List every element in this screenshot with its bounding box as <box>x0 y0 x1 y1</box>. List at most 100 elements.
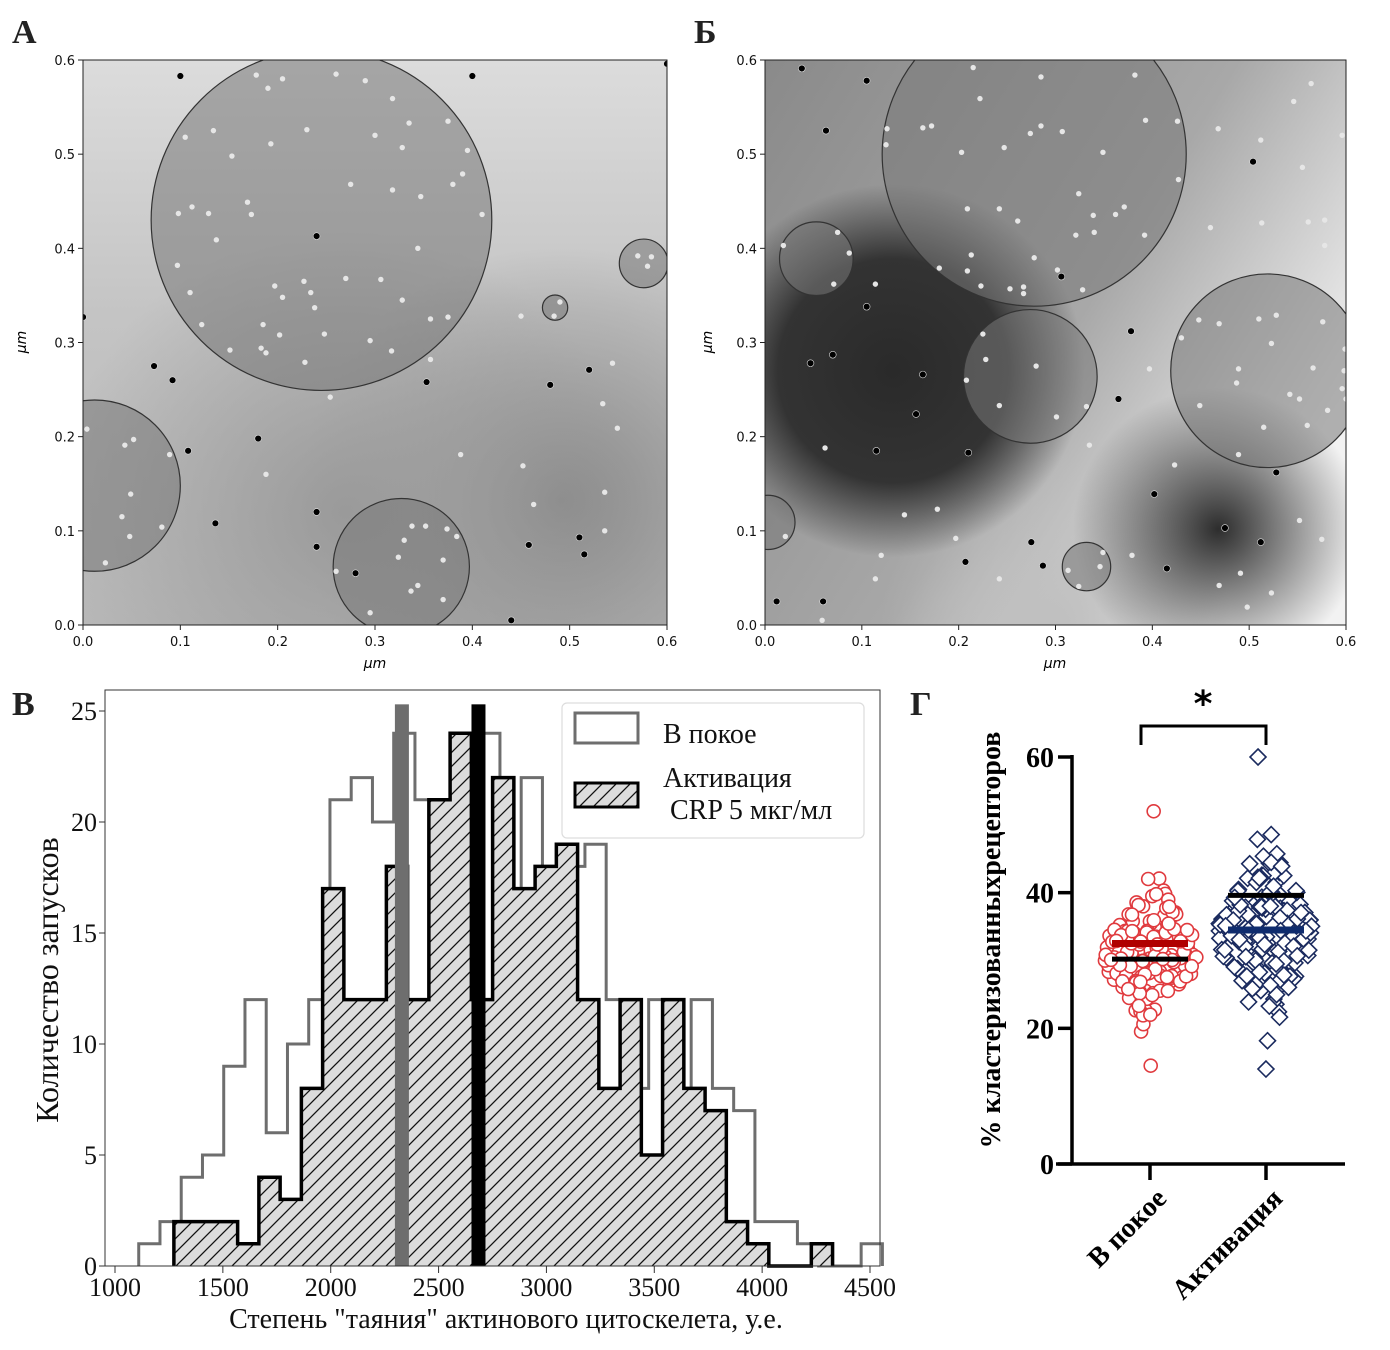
receptor-point <box>265 85 271 91</box>
histogram-bar-rest <box>139 1244 160 1266</box>
receptor-point <box>343 275 349 282</box>
x-tick-label: 0.6 <box>1336 635 1357 650</box>
cluster-circle <box>150 60 493 391</box>
receptor-point <box>260 321 266 328</box>
x-tick-label: 1500 <box>197 1273 249 1302</box>
receptor-point <box>1268 340 1275 347</box>
cluster-circle <box>1061 541 1112 592</box>
receptor-point <box>1142 117 1149 123</box>
receptor-point <box>1235 451 1242 458</box>
receptor-point <box>1216 582 1222 589</box>
receptor-point-dark <box>1163 564 1171 573</box>
receptor-point <box>422 523 429 529</box>
significance-star: * <box>1194 684 1213 725</box>
receptor-point-dark <box>312 508 321 516</box>
histogram-bar-activation <box>641 1155 662 1266</box>
receptor-point-dark <box>168 376 177 384</box>
receptor-point <box>372 132 378 139</box>
y-tick-label: 0 <box>1040 1150 1054 1181</box>
histogram-bar-activation <box>216 1222 237 1266</box>
receptor-point <box>1001 144 1007 151</box>
receptor-point <box>229 153 235 159</box>
receptor-point <box>1296 396 1303 402</box>
receptor-point-dark <box>862 303 871 311</box>
panel-b-y-axis-label: μm <box>700 331 716 355</box>
receptor-point <box>159 524 165 530</box>
data-point-activation <box>1248 747 1268 767</box>
receptor-point <box>279 76 286 82</box>
y-tick-label: 0.6 <box>54 54 75 69</box>
receptor-point <box>1339 132 1345 139</box>
receptor-point <box>1038 74 1044 80</box>
receptor-point <box>1053 414 1060 420</box>
receptor-point <box>1259 220 1265 226</box>
receptor-point <box>968 252 974 258</box>
receptor-point <box>1054 267 1061 273</box>
receptor-point-dark <box>862 77 871 85</box>
receptor-point <box>1083 403 1090 410</box>
y-tick-label: 0.2 <box>736 431 757 446</box>
receptor-point <box>415 245 421 252</box>
receptor-point <box>782 533 789 540</box>
y-tick-label: 0.3 <box>54 337 75 352</box>
receptor-point <box>1027 130 1034 137</box>
receptor-point <box>970 64 976 71</box>
receptor-point <box>1319 536 1325 543</box>
receptor-point <box>1079 287 1086 293</box>
histogram-bar-activation <box>514 889 535 1266</box>
data-point-activation <box>1255 935 1274 954</box>
receptor-point <box>1244 604 1250 610</box>
receptor-point <box>1112 211 1119 218</box>
cluster-circle <box>765 494 796 551</box>
receptor-point <box>1256 316 1262 322</box>
receptor-point <box>1207 224 1214 231</box>
receptor-point <box>1065 567 1071 574</box>
data-point-activation <box>1240 854 1259 873</box>
x-tick-label: 0.2 <box>948 635 969 650</box>
receptor-point <box>427 316 434 322</box>
receptor-point-dark <box>312 543 321 551</box>
receptor-point <box>1031 255 1037 261</box>
receptor-point-dark <box>872 447 881 455</box>
receptor-point-dark <box>1150 490 1158 498</box>
receptor-point <box>199 321 205 328</box>
receptor-point-dark <box>585 366 593 374</box>
receptor-point <box>389 187 396 193</box>
receptor-point <box>388 348 395 354</box>
receptor-point <box>518 313 524 319</box>
receptor-point <box>406 120 412 126</box>
receptor-point-dark <box>211 519 220 527</box>
histogram-activation-outline <box>172 731 835 1268</box>
receptor-point <box>127 491 134 497</box>
histogram-bar-activation <box>450 733 471 1266</box>
receptor-point <box>1073 232 1079 238</box>
y-tick-label: 0.5 <box>736 148 757 163</box>
receptor-point <box>327 394 333 400</box>
x-tick-label: 0.3 <box>365 635 386 650</box>
receptor-point <box>1020 290 1027 297</box>
data-point-rest <box>1146 912 1162 928</box>
receptor-point <box>450 181 456 187</box>
receptor-point <box>520 463 526 469</box>
y-tick-label: 0.3 <box>736 337 757 352</box>
histogram-bar-activation <box>429 800 450 1266</box>
receptor-point <box>301 278 307 284</box>
receptor-point <box>846 250 852 256</box>
data-point-activation <box>1254 847 1273 866</box>
histogram-bar-activation <box>556 844 577 1266</box>
data-point-rest <box>1143 1058 1158 1073</box>
histogram-bar-activation <box>535 866 556 1266</box>
x-tick-label: 0.6 <box>657 635 678 650</box>
receptor-point-dark <box>546 381 554 389</box>
receptor-point <box>1342 346 1346 352</box>
receptor-point <box>822 445 828 451</box>
y-tick-label: 0.1 <box>54 525 75 540</box>
data-point-rest <box>1144 987 1160 1003</box>
histogram-bar-activation <box>195 1222 216 1266</box>
data-point-rest <box>1184 958 1200 974</box>
receptor-point <box>1100 549 1106 556</box>
receptor-point <box>1310 365 1316 371</box>
receptor-point <box>205 210 212 217</box>
receptor-point <box>1090 212 1096 219</box>
